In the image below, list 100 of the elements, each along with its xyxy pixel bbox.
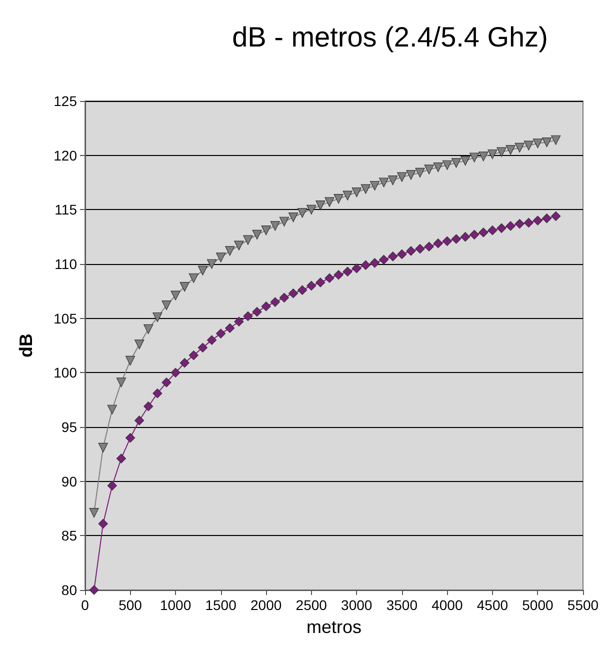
point xyxy=(388,176,398,186)
point xyxy=(551,135,561,145)
point xyxy=(460,156,470,166)
x-tick-label: 1000 xyxy=(160,597,192,613)
point xyxy=(342,190,352,200)
point xyxy=(225,246,235,256)
point xyxy=(298,285,308,295)
x-tick-label: 4500 xyxy=(476,597,508,613)
point xyxy=(279,216,289,226)
point xyxy=(206,335,217,345)
x-tick-label: 5500 xyxy=(567,597,599,613)
point xyxy=(107,480,117,490)
point xyxy=(379,254,389,264)
point xyxy=(170,290,180,300)
point xyxy=(470,230,480,240)
point xyxy=(451,234,462,244)
point xyxy=(270,221,280,231)
point xyxy=(316,278,326,288)
point xyxy=(144,402,154,412)
point xyxy=(306,280,316,291)
point xyxy=(243,311,253,321)
point xyxy=(144,324,154,334)
point xyxy=(406,170,416,180)
point xyxy=(134,340,144,350)
y-tick-label: 100 xyxy=(54,364,78,381)
point xyxy=(352,187,362,198)
point xyxy=(216,252,226,262)
point xyxy=(352,264,362,274)
y-tick-label: 80 xyxy=(61,582,78,598)
point xyxy=(360,184,370,194)
point xyxy=(388,252,398,262)
point xyxy=(225,323,235,333)
point xyxy=(206,259,217,269)
point xyxy=(488,226,498,236)
point xyxy=(542,214,552,224)
point xyxy=(442,160,452,170)
point xyxy=(442,236,452,246)
x-tick-label: 1500 xyxy=(205,597,237,613)
y-tick-label: 85 xyxy=(61,528,78,544)
point xyxy=(107,404,117,414)
point xyxy=(397,172,407,182)
point xyxy=(415,244,425,254)
x-axis-title: metros xyxy=(306,617,362,637)
point xyxy=(98,442,108,452)
point xyxy=(406,246,416,256)
point xyxy=(370,180,380,191)
point xyxy=(261,226,271,236)
point xyxy=(324,273,334,283)
x-tick-label: 500 xyxy=(118,597,142,613)
point xyxy=(270,297,280,307)
point xyxy=(234,240,244,250)
point xyxy=(334,194,344,204)
point xyxy=(234,316,244,326)
point xyxy=(324,197,334,207)
y-tick-label: 125 xyxy=(54,93,78,109)
point xyxy=(470,152,480,162)
point xyxy=(542,137,552,148)
point xyxy=(524,218,534,228)
point xyxy=(134,416,144,426)
point xyxy=(415,168,425,178)
point xyxy=(125,356,136,366)
point xyxy=(162,300,172,310)
y-tick-label: 110 xyxy=(54,256,78,272)
y-tick-label: 120 xyxy=(54,147,78,164)
point xyxy=(506,145,516,155)
point xyxy=(433,238,443,248)
point xyxy=(334,270,344,280)
point xyxy=(370,258,380,268)
point xyxy=(506,221,516,231)
point xyxy=(89,585,99,595)
x-tick-label: 5000 xyxy=(522,597,554,613)
x-tick-label: 3000 xyxy=(341,597,372,613)
point xyxy=(316,200,326,210)
chart-title: dB - metros (2.4/5.4 Ghz) xyxy=(232,22,548,52)
point xyxy=(98,518,108,529)
y-tick-label: 95 xyxy=(61,419,78,435)
point xyxy=(198,342,208,352)
point xyxy=(451,158,462,168)
point xyxy=(524,140,534,150)
point xyxy=(180,282,190,292)
point xyxy=(379,178,389,188)
point xyxy=(116,378,126,388)
point xyxy=(152,312,162,322)
point xyxy=(125,433,136,443)
x-tick-label: 0 xyxy=(81,597,90,613)
x-tick-label: 4000 xyxy=(432,597,463,613)
point xyxy=(170,368,180,378)
point xyxy=(496,147,506,157)
point xyxy=(188,350,198,360)
point xyxy=(288,288,298,298)
point xyxy=(488,149,498,160)
point xyxy=(514,142,524,153)
point xyxy=(180,358,190,368)
point xyxy=(306,204,316,214)
x-tick-label: 2500 xyxy=(296,597,328,613)
point xyxy=(342,266,352,276)
point xyxy=(478,228,488,238)
y-axis-title: dB xyxy=(16,334,36,358)
point xyxy=(532,138,543,148)
point xyxy=(532,216,543,226)
